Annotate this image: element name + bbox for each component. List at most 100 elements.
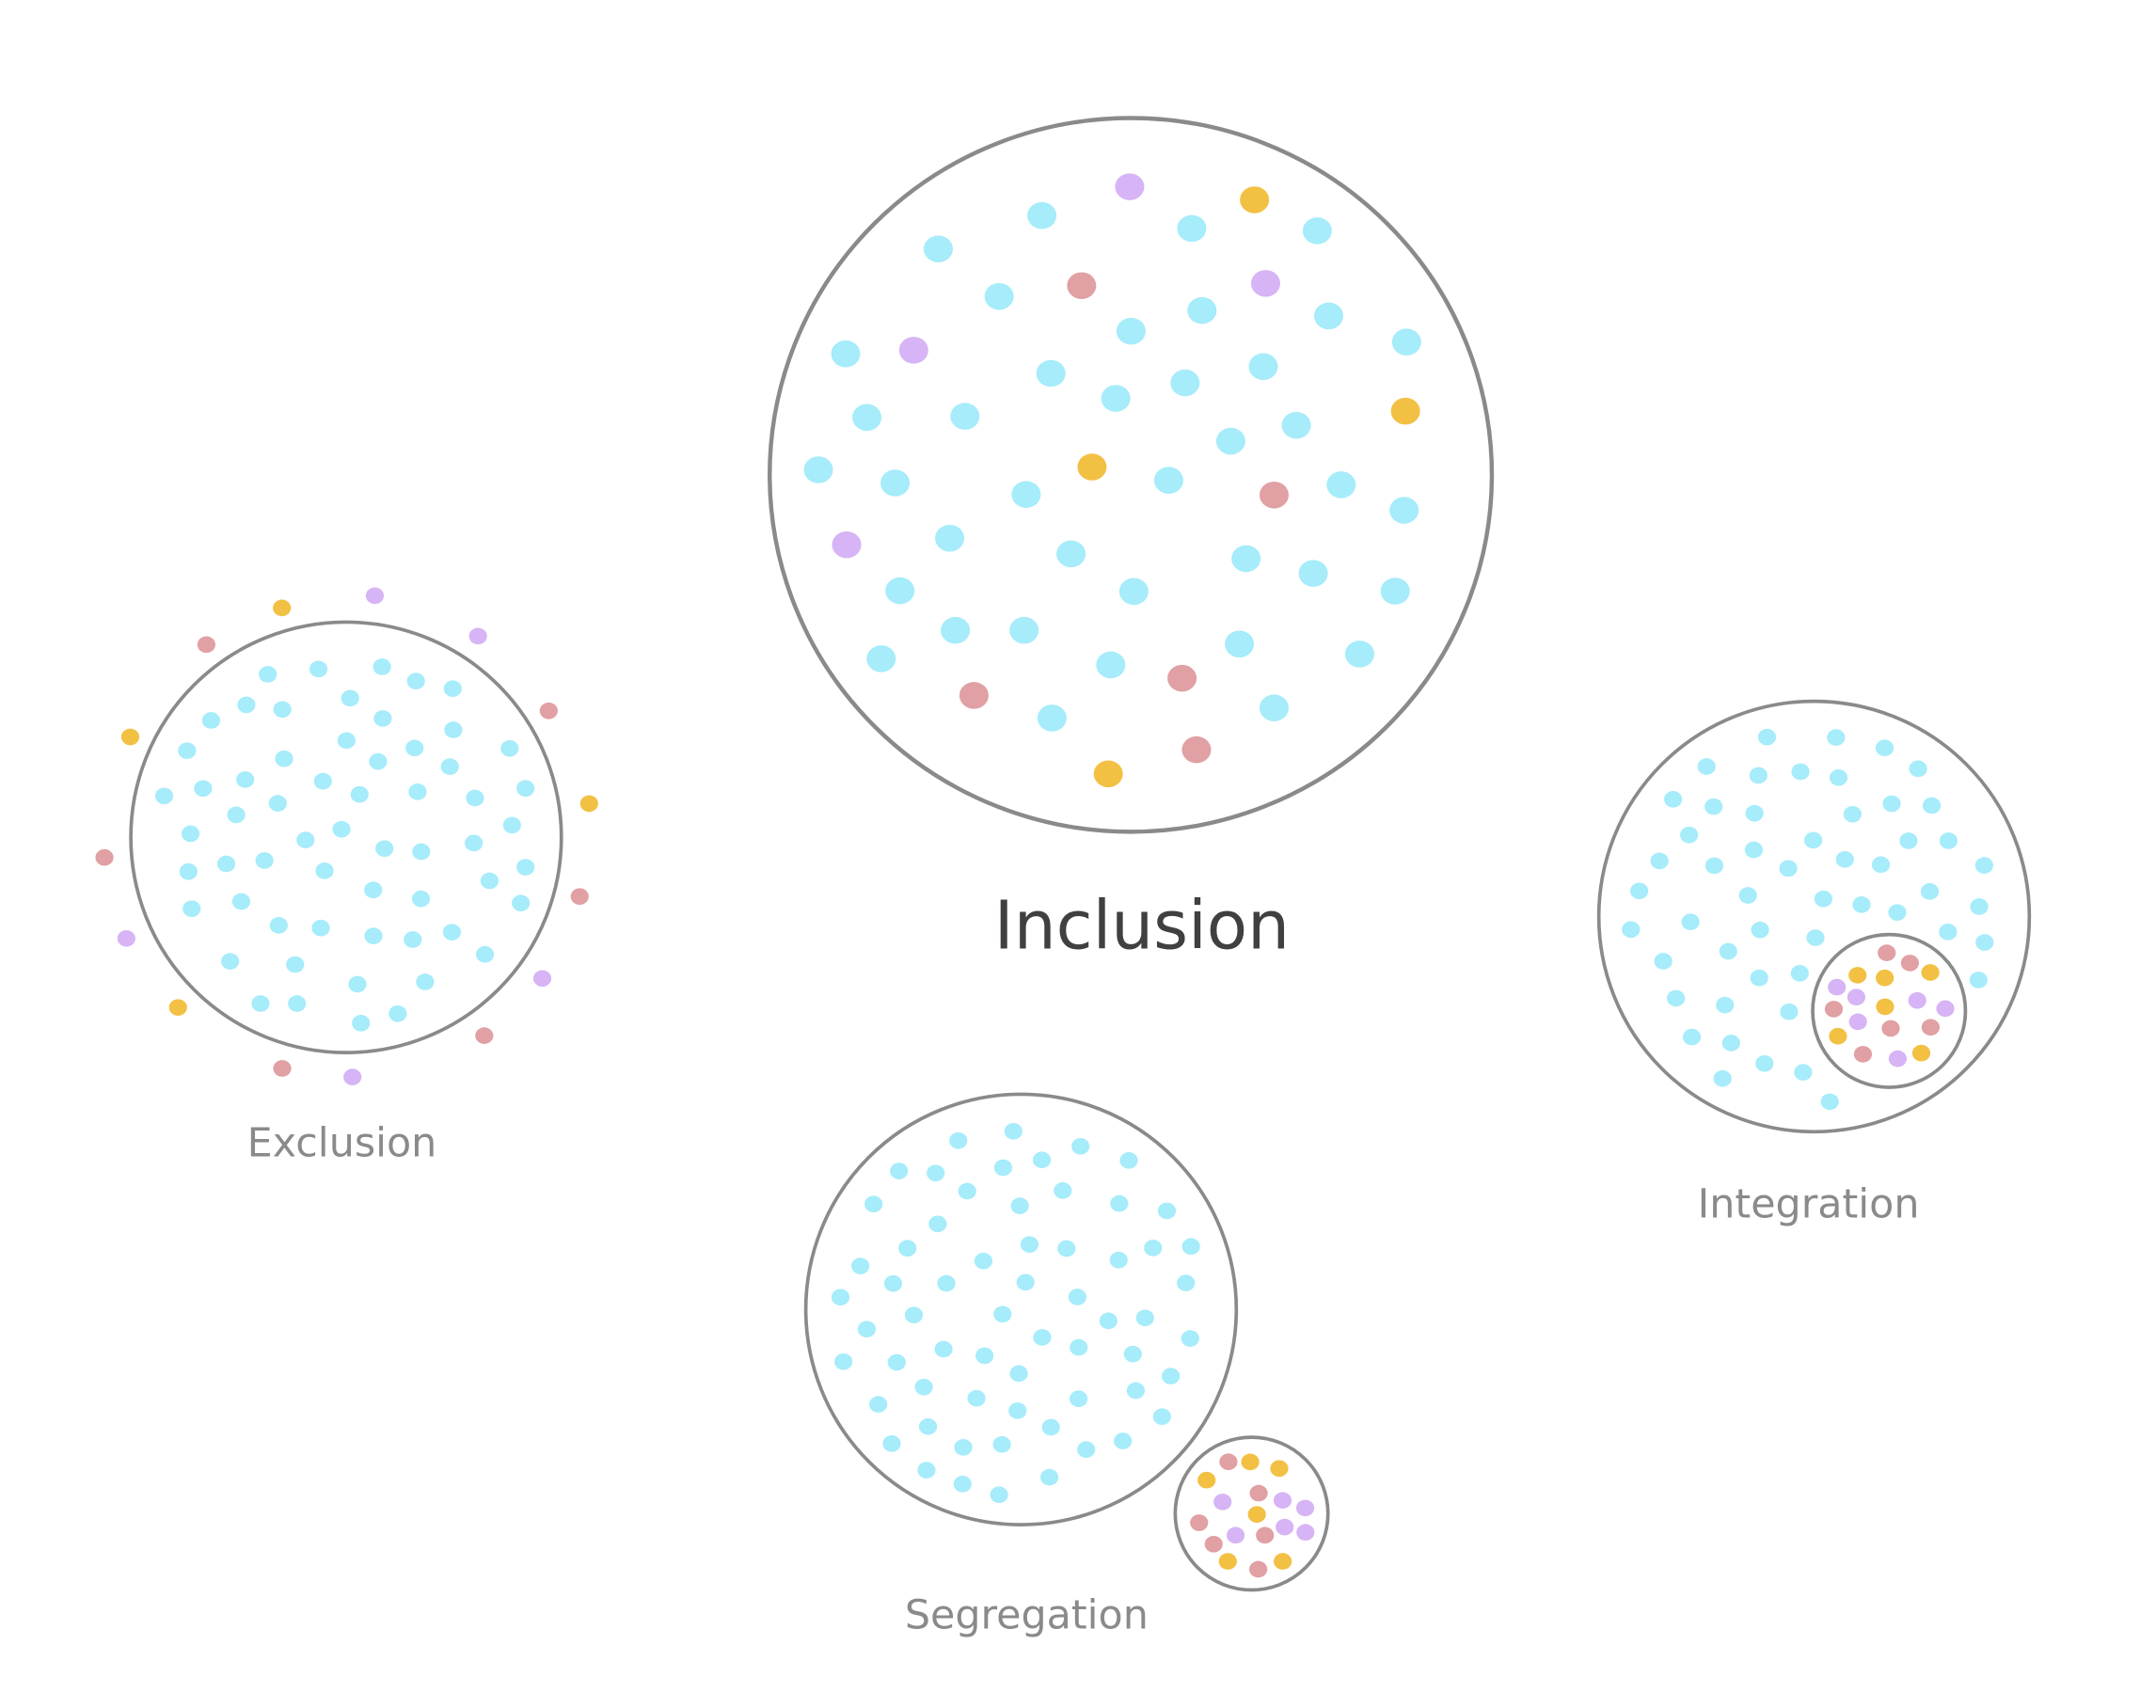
dot bbox=[275, 750, 293, 767]
dot bbox=[1187, 296, 1217, 324]
dot bbox=[1181, 1238, 1200, 1256]
dot bbox=[1241, 1453, 1260, 1471]
dot bbox=[1215, 427, 1245, 455]
dot bbox=[273, 701, 292, 719]
dot bbox=[1667, 989, 1686, 1007]
dot bbox=[803, 456, 833, 483]
dot bbox=[1704, 798, 1723, 815]
dot bbox=[993, 1159, 1013, 1177]
dot bbox=[866, 645, 896, 672]
dot bbox=[904, 1306, 924, 1324]
dot bbox=[864, 1195, 883, 1213]
dot bbox=[1820, 1093, 1839, 1111]
dot bbox=[311, 919, 330, 937]
dot bbox=[352, 1014, 371, 1032]
dot bbox=[251, 995, 270, 1012]
dot bbox=[1697, 758, 1716, 775]
dot bbox=[1721, 1035, 1740, 1052]
dot bbox=[1835, 850, 1854, 868]
dot bbox=[227, 806, 246, 824]
dot bbox=[1218, 1553, 1237, 1570]
dot bbox=[928, 1215, 947, 1233]
dot bbox=[1071, 1137, 1090, 1155]
dot bbox=[1745, 804, 1764, 822]
dot bbox=[1939, 923, 1958, 941]
dot bbox=[154, 787, 174, 805]
dot bbox=[880, 469, 911, 497]
dot bbox=[1779, 860, 1798, 878]
dot bbox=[1119, 1152, 1138, 1169]
dot bbox=[286, 956, 305, 973]
dot bbox=[117, 929, 135, 947]
dot bbox=[480, 872, 499, 890]
dot bbox=[1713, 1069, 1732, 1087]
dot bbox=[373, 658, 391, 675]
dot bbox=[1974, 857, 1993, 874]
dot bbox=[475, 1027, 494, 1044]
dot bbox=[857, 1321, 877, 1338]
dot bbox=[1153, 467, 1183, 494]
dot bbox=[1921, 964, 1940, 981]
dot bbox=[1888, 1050, 1907, 1068]
dot bbox=[341, 689, 359, 707]
dot bbox=[259, 666, 277, 683]
dot bbox=[1852, 896, 1871, 913]
dot bbox=[404, 931, 422, 948]
dot bbox=[883, 1274, 903, 1292]
dot bbox=[1326, 471, 1356, 498]
dot bbox=[1116, 317, 1146, 345]
dot bbox=[468, 627, 487, 645]
dot bbox=[1248, 353, 1278, 381]
dot bbox=[500, 739, 519, 757]
dot bbox=[1871, 856, 1891, 874]
dot bbox=[231, 893, 251, 910]
dot bbox=[1829, 1027, 1847, 1045]
dot bbox=[1654, 953, 1672, 970]
integration-circle bbox=[1596, 699, 2032, 1134]
inclusion-circle bbox=[768, 116, 1495, 834]
dot bbox=[236, 771, 255, 788]
dot bbox=[918, 1417, 938, 1435]
dot bbox=[834, 1352, 853, 1370]
dot bbox=[1848, 1013, 1867, 1031]
dot bbox=[1016, 1273, 1035, 1291]
dot bbox=[831, 1289, 850, 1306]
dot bbox=[885, 577, 915, 605]
segregation-minority-circle bbox=[1173, 1435, 1330, 1592]
dot bbox=[1814, 890, 1832, 908]
dot bbox=[1033, 1151, 1052, 1169]
dot bbox=[350, 785, 369, 803]
dot bbox=[1650, 852, 1669, 870]
dot bbox=[516, 780, 535, 797]
dot bbox=[1780, 1003, 1799, 1020]
segregation-circle bbox=[803, 1092, 1239, 1526]
dot bbox=[937, 1274, 956, 1292]
dot bbox=[1738, 887, 1757, 904]
dot bbox=[1039, 1468, 1059, 1486]
dot bbox=[369, 752, 388, 770]
dot bbox=[408, 783, 427, 800]
dot bbox=[475, 945, 495, 963]
dot bbox=[993, 1305, 1012, 1323]
dot bbox=[949, 1131, 968, 1149]
inclusion-label: Inclusion bbox=[994, 887, 1290, 965]
dot bbox=[890, 1162, 909, 1179]
dot bbox=[1204, 1535, 1223, 1553]
dot bbox=[1144, 1240, 1163, 1257]
dot bbox=[332, 820, 351, 838]
dot bbox=[309, 660, 328, 678]
dot bbox=[927, 1164, 945, 1182]
dot bbox=[869, 1396, 888, 1413]
dot bbox=[882, 1435, 901, 1452]
dot bbox=[953, 1476, 972, 1493]
dot bbox=[268, 795, 287, 812]
dot bbox=[941, 616, 971, 644]
dot bbox=[1875, 739, 1894, 757]
dot bbox=[1109, 1251, 1128, 1269]
dot bbox=[1054, 1182, 1072, 1199]
dot bbox=[388, 1004, 407, 1022]
dot bbox=[1899, 832, 1918, 849]
dot bbox=[412, 843, 431, 861]
dot bbox=[182, 900, 201, 918]
dot bbox=[1939, 832, 1958, 849]
